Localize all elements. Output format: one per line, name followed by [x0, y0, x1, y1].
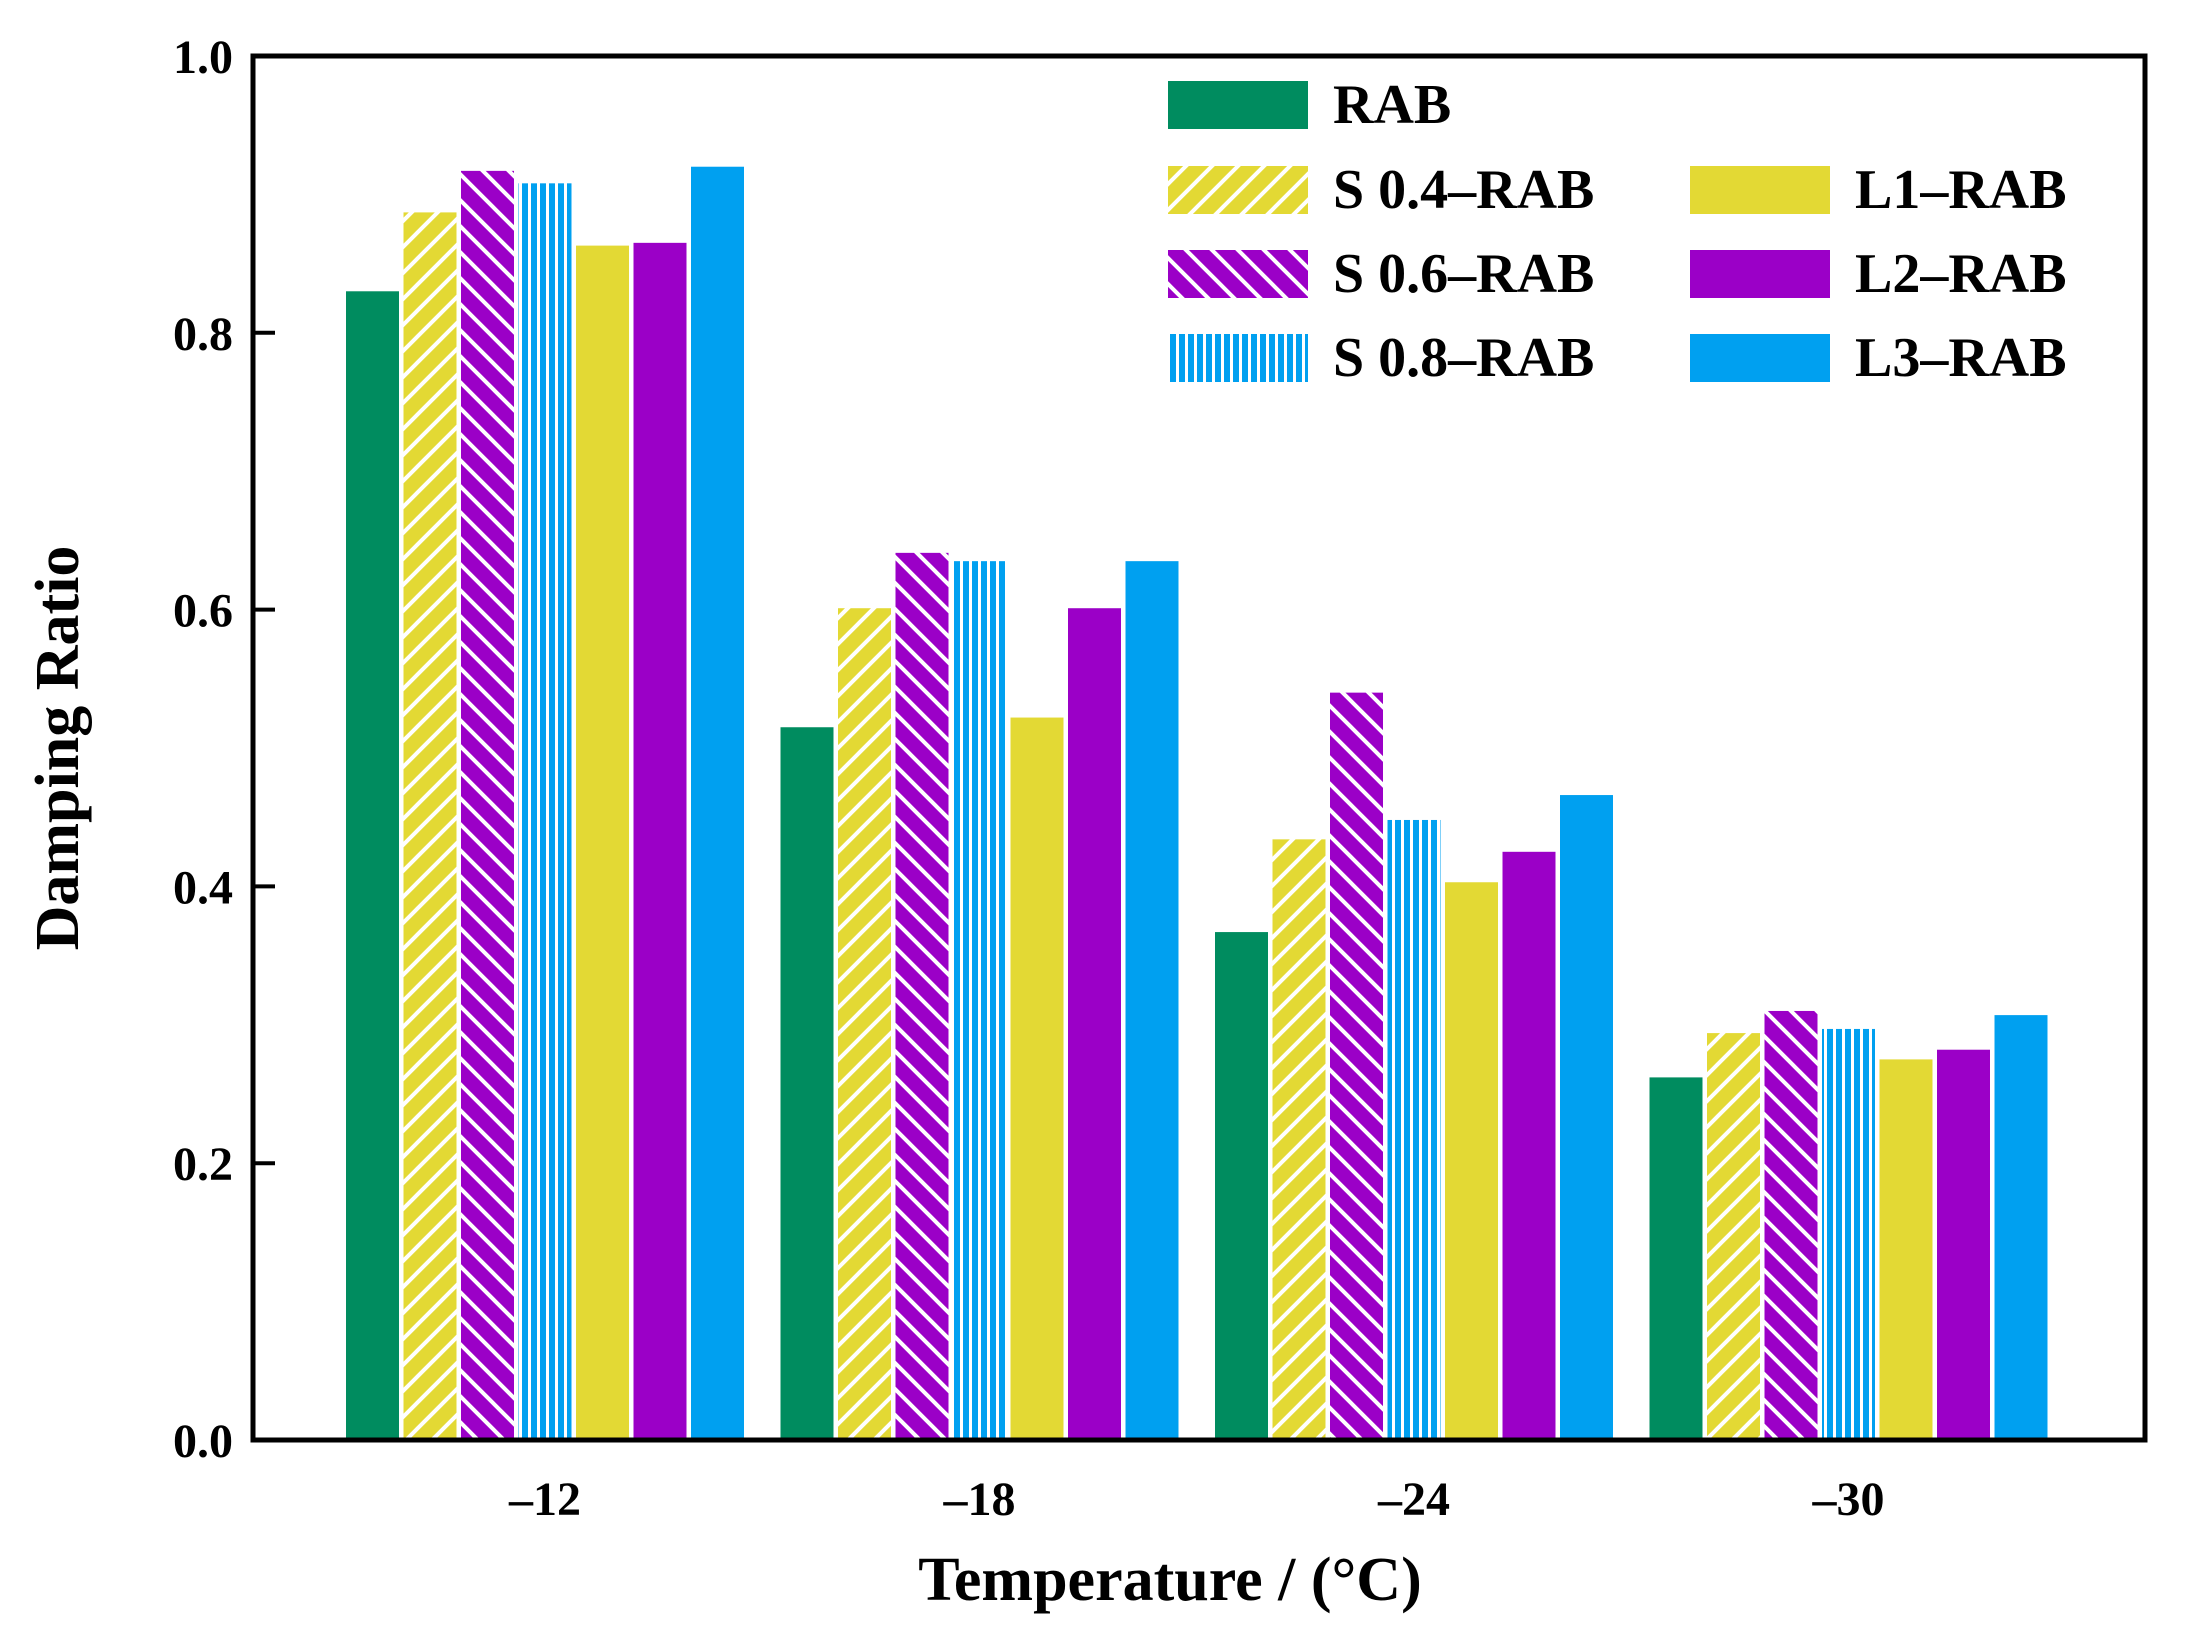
y-axis: 0.0 0.2 0.4 0.6 0.8 1.0 — [173, 31, 275, 1468]
y-tick-label: 0.2 — [173, 1138, 233, 1191]
bar-l3-rab-2 — [1560, 795, 1613, 1440]
x-axis: –12 –18 –24 –30 — [508, 1473, 1885, 1526]
legend-label: S 0.4–RAB — [1333, 159, 1594, 221]
plot-frame — [250, 53, 2148, 1443]
x-tick-label: –30 — [1812, 1473, 1885, 1526]
y-tick-label: 0.0 — [173, 1415, 233, 1468]
legend-label: S 0.6–RAB — [1333, 243, 1594, 305]
legend-swatch-s-0-8-rab — [1168, 334, 1308, 382]
bar-s-0-4-rab-1 — [838, 608, 891, 1440]
y-tick-label: 0.8 — [173, 308, 233, 361]
legend-swatch-s-0-6-rab — [1168, 250, 1308, 298]
bar-s-0-4-rab-3 — [1707, 1033, 1760, 1440]
x-tick-label: –24 — [1377, 1473, 1450, 1526]
legend-swatch-l1-rab — [1690, 166, 1830, 214]
x-tick-label: –12 — [508, 1473, 581, 1526]
bar-l1-rab-3 — [1879, 1059, 1933, 1440]
bar-s-0-8-rab-3 — [1822, 1028, 1875, 1440]
bar-l1-rab-0 — [576, 245, 629, 1440]
y-tick-label: 0.4 — [173, 861, 233, 914]
x-tick-label: –18 — [943, 1473, 1016, 1526]
bar-s-0-4-rab-2 — [1272, 839, 1326, 1440]
legend-swatch-l2-rab — [1690, 250, 1830, 298]
y-tick-label: 0.6 — [173, 585, 233, 638]
legend-swatch-l3-rab — [1690, 334, 1830, 382]
legend-swatch-s-0-4-rab — [1168, 166, 1308, 214]
bar-l2-rab-3 — [1937, 1049, 1990, 1440]
bar-l3-rab-1 — [1125, 561, 1179, 1440]
bar-rab-1 — [780, 727, 834, 1440]
bar-rab-2 — [1215, 932, 1268, 1440]
bar-rab-0 — [346, 291, 399, 1440]
bar-l3-rab-3 — [1994, 1015, 2048, 1440]
bar-l2-rab-1 — [1068, 608, 1121, 1440]
legend-label: L3–RAB — [1855, 327, 2067, 389]
bar-l2-rab-2 — [1502, 851, 1556, 1440]
legend-label: L2–RAB — [1855, 243, 2067, 305]
bar-s-0-6-rab-1 — [895, 552, 949, 1440]
bar-l1-rab-1 — [1010, 717, 1064, 1440]
bar-l3-rab-0 — [691, 166, 744, 1441]
bar-s-0-8-rab-1 — [953, 561, 1006, 1440]
bar-s-0-4-rab-0 — [403, 212, 457, 1441]
bar-s-0-6-rab-3 — [1764, 1010, 1818, 1440]
bar-s-0-6-rab-0 — [461, 170, 514, 1441]
bar-s-0-6-rab-2 — [1330, 692, 1383, 1440]
bar-l2-rab-0 — [633, 242, 687, 1441]
legend: RAB S 0.4–RAB S 0.6–RAB S 0.8–RAB L1–RAB L2–R… — [1168, 74, 2067, 389]
bars-layer — [346, 166, 2048, 1441]
legend-swatch-rab — [1168, 81, 1308, 129]
y-tick-label: 1.0 — [173, 31, 233, 84]
bar-s-0-8-rab-2 — [1387, 819, 1441, 1440]
bar-rab-3 — [1649, 1077, 1703, 1440]
bar-l1-rab-2 — [1445, 882, 1498, 1440]
legend-label: RAB — [1333, 74, 1451, 136]
x-axis-title: Temperature / (°C) — [918, 1546, 1421, 1614]
legend-label: S 0.8–RAB — [1333, 327, 1594, 389]
bar-s-0-8-rab-0 — [518, 183, 572, 1440]
y-axis-title: Damping Ratio — [24, 546, 92, 951]
legend-label: L1–RAB — [1855, 159, 2067, 221]
